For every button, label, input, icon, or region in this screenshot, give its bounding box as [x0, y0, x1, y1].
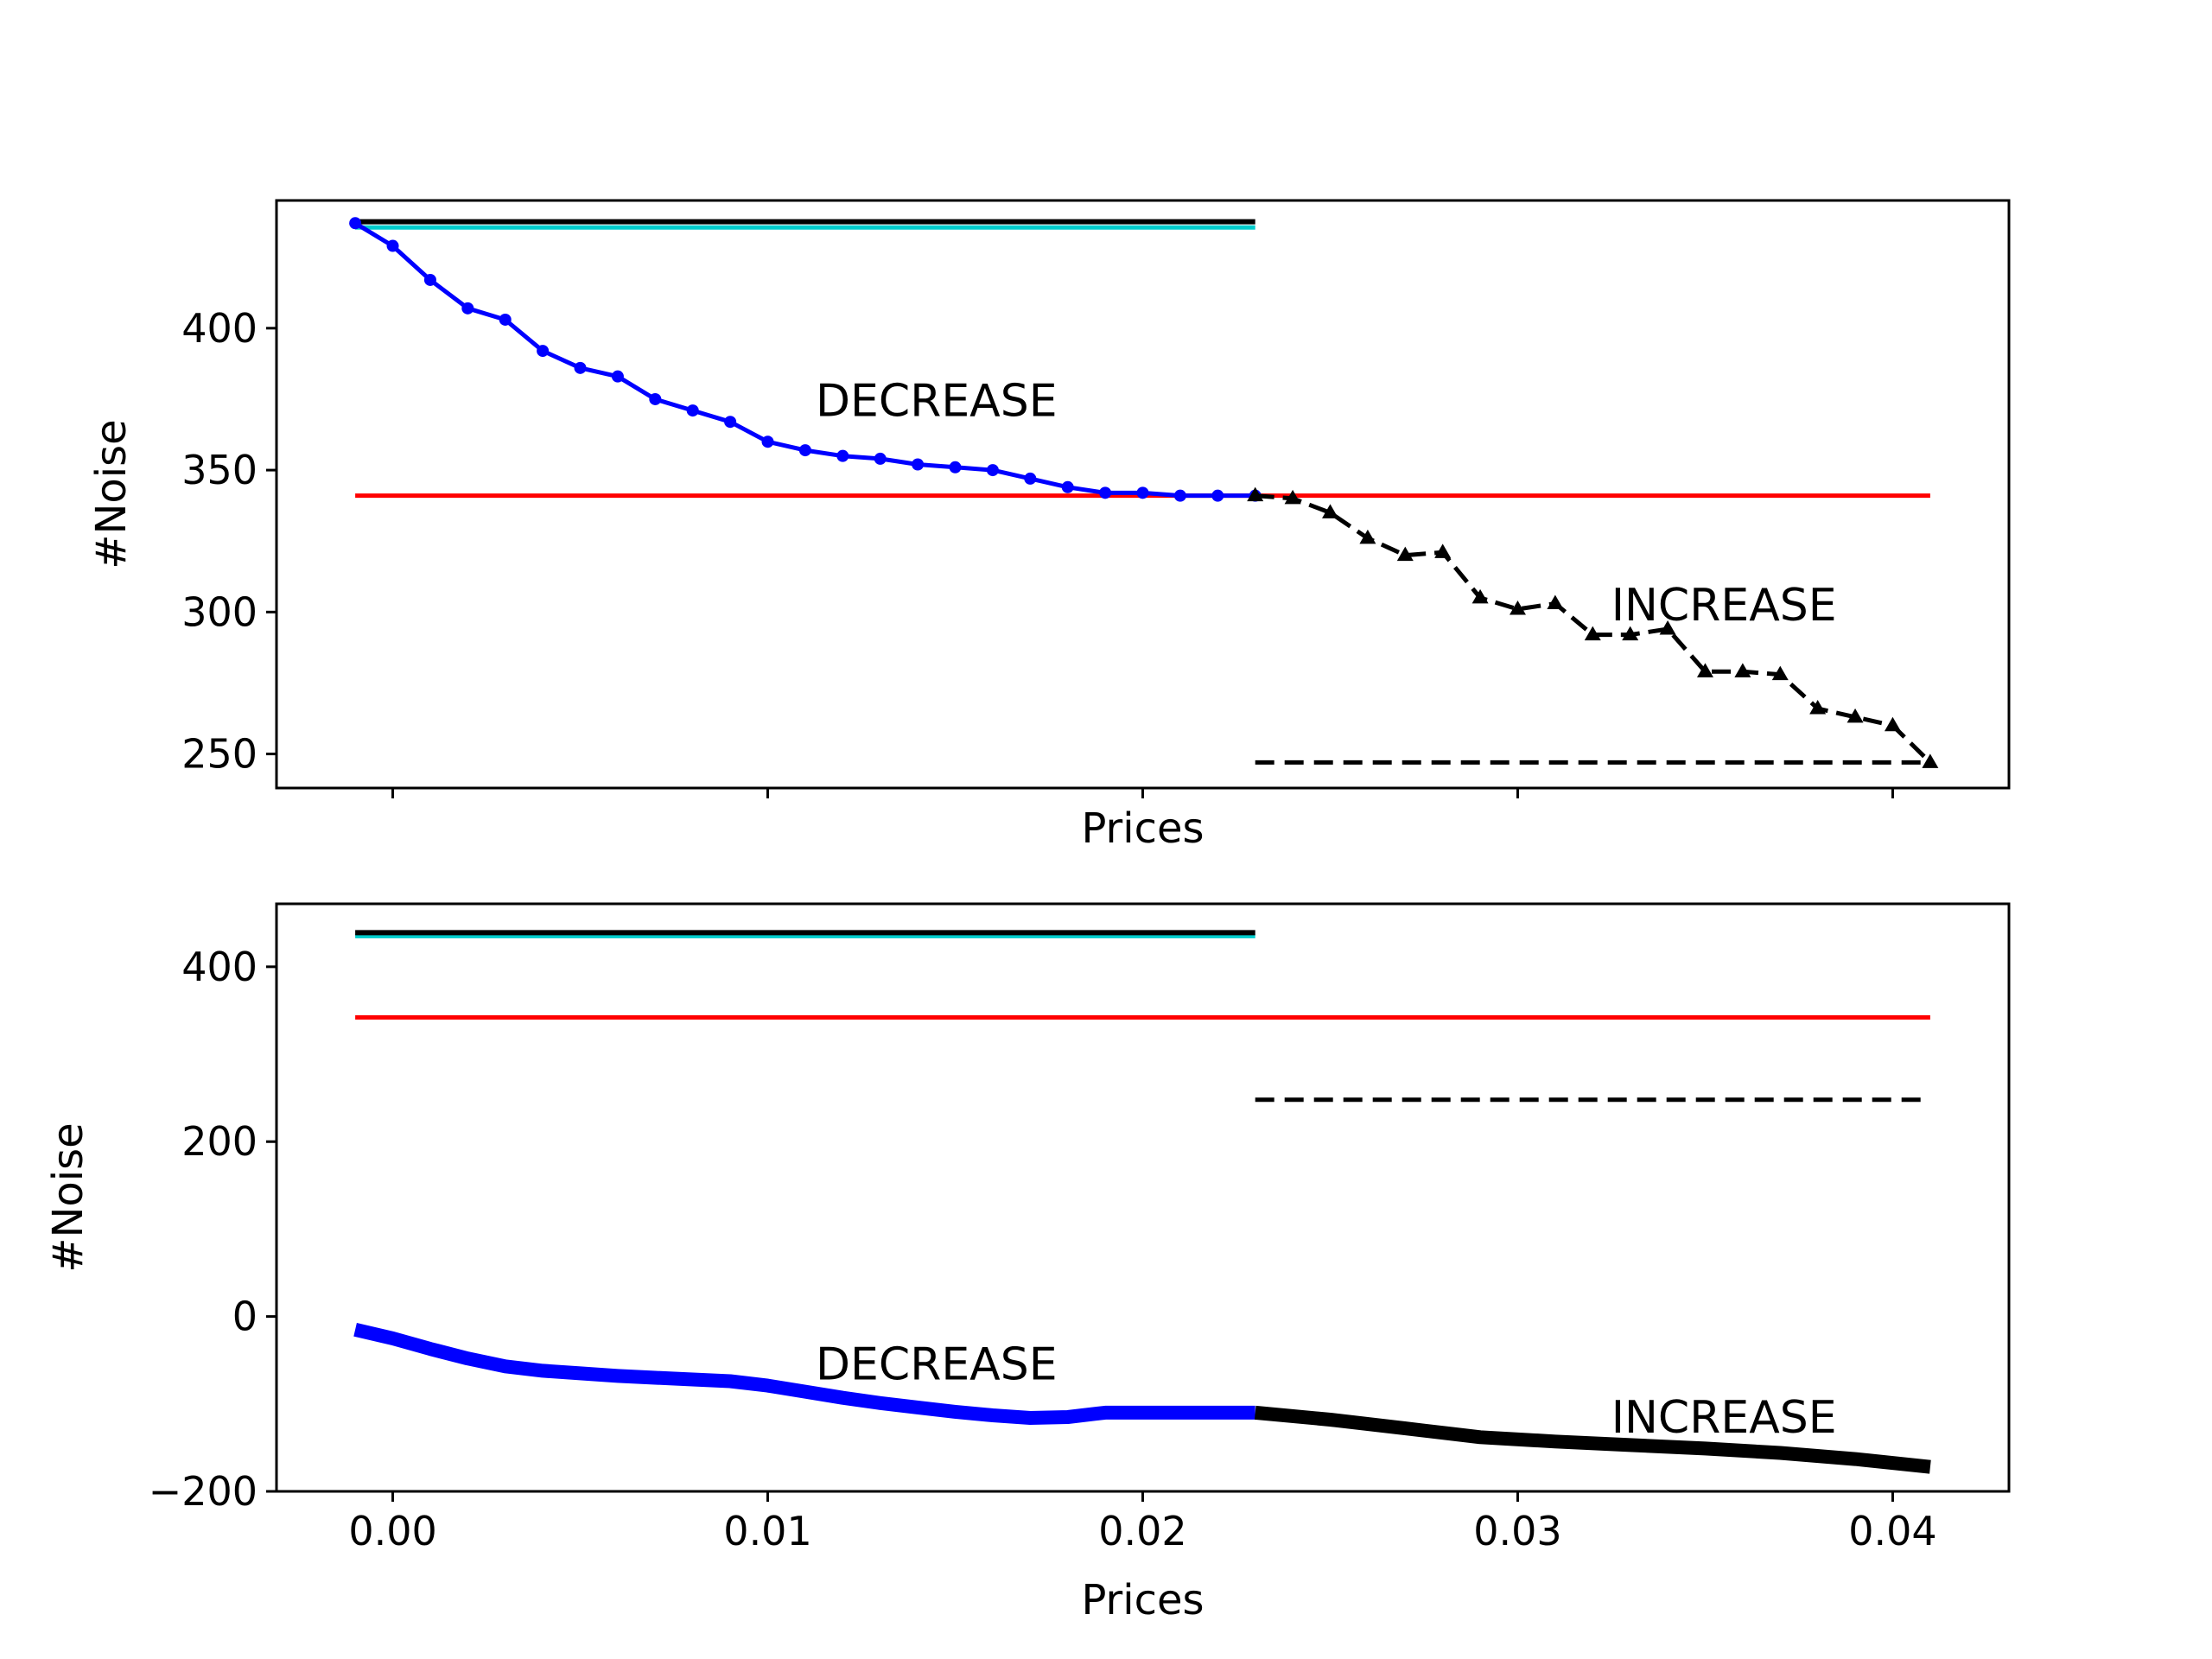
data-point [1359, 529, 1376, 544]
x-axis-label: Prices [1081, 804, 1204, 853]
annotation-increase: INCREASE [1611, 580, 1837, 632]
data-point [1321, 504, 1338, 518]
data-point [1659, 620, 1676, 635]
plot-area [353, 930, 1931, 1474]
data-point [686, 404, 699, 417]
y-tick-label: 0 [232, 1294, 257, 1340]
data-point [611, 370, 624, 383]
y-tick-label: 200 [181, 1118, 257, 1165]
data-point [1099, 486, 1112, 499]
data-point [1734, 663, 1751, 677]
data-point [1247, 486, 1264, 502]
y-tick-label: 250 [181, 731, 257, 778]
data-point [1211, 489, 1224, 502]
x-tick-label: 0.02 [1098, 1508, 1186, 1554]
data-point [574, 361, 587, 374]
data-point [1884, 716, 1901, 732]
data-point [1847, 708, 1864, 723]
data-point [386, 239, 399, 252]
data-point [1547, 594, 1564, 609]
x-tick-label: 0.04 [1848, 1508, 1936, 1554]
data-point [461, 302, 474, 315]
data-point [1173, 489, 1186, 502]
data-point [649, 392, 662, 405]
y-tick-label: 400 [181, 944, 257, 990]
data-point [1061, 480, 1074, 493]
panel-bottom: 0.00 0.01 0.02 0.03 0.04 −200 0 200 400 Prices #No… [44, 902, 2011, 1624]
data-point [798, 444, 811, 457]
data-point [761, 435, 774, 448]
series-line-decrease [353, 1323, 1255, 1425]
panel-top: 250 300 350 400 Prices #Noise DECREASE INCREASE [87, 199, 2011, 853]
data-point [1434, 543, 1452, 558]
data-point [1622, 626, 1639, 641]
x-tick-label: 0.03 [1473, 1508, 1561, 1554]
y-tick-label: 300 [181, 588, 257, 635]
x-axis-label: Prices [1081, 1576, 1204, 1624]
x-tick-label: 0.01 [723, 1508, 811, 1554]
data-point [1396, 546, 1414, 562]
data-point [912, 458, 925, 471]
data-point [874, 452, 887, 465]
data-point [1922, 753, 1939, 768]
data-point [1509, 601, 1526, 615]
y-tick-label: −200 [149, 1468, 257, 1515]
data-point [1809, 700, 1827, 715]
data-point [349, 217, 362, 230]
data-point [1284, 489, 1301, 505]
y-axis-label: #Noise [44, 1122, 92, 1272]
y-axis-label: #Noise [87, 419, 136, 569]
data-point [1696, 663, 1713, 677]
series-line-increase [1254, 1405, 1931, 1474]
data-point [986, 464, 999, 477]
data-point [949, 461, 962, 474]
annotation-increase: INCREASE [1611, 1392, 1837, 1444]
data-point [724, 416, 737, 429]
data-point [499, 313, 512, 326]
y-tick-label: 350 [181, 447, 257, 493]
data-point [836, 449, 849, 462]
annotation-decrease: DECREASE [816, 1338, 1058, 1390]
data-point [423, 273, 436, 286]
y-tick-label: 400 [181, 305, 257, 352]
plot-area [349, 217, 1939, 768]
x-tick-label: 0.00 [348, 1508, 436, 1554]
data-point [1024, 472, 1037, 485]
data-point [1584, 626, 1601, 641]
data-point [1771, 665, 1789, 681]
data-point [1471, 588, 1489, 604]
annotation-decrease: DECREASE [816, 376, 1058, 428]
data-point [537, 345, 550, 358]
data-point [1136, 486, 1149, 499]
